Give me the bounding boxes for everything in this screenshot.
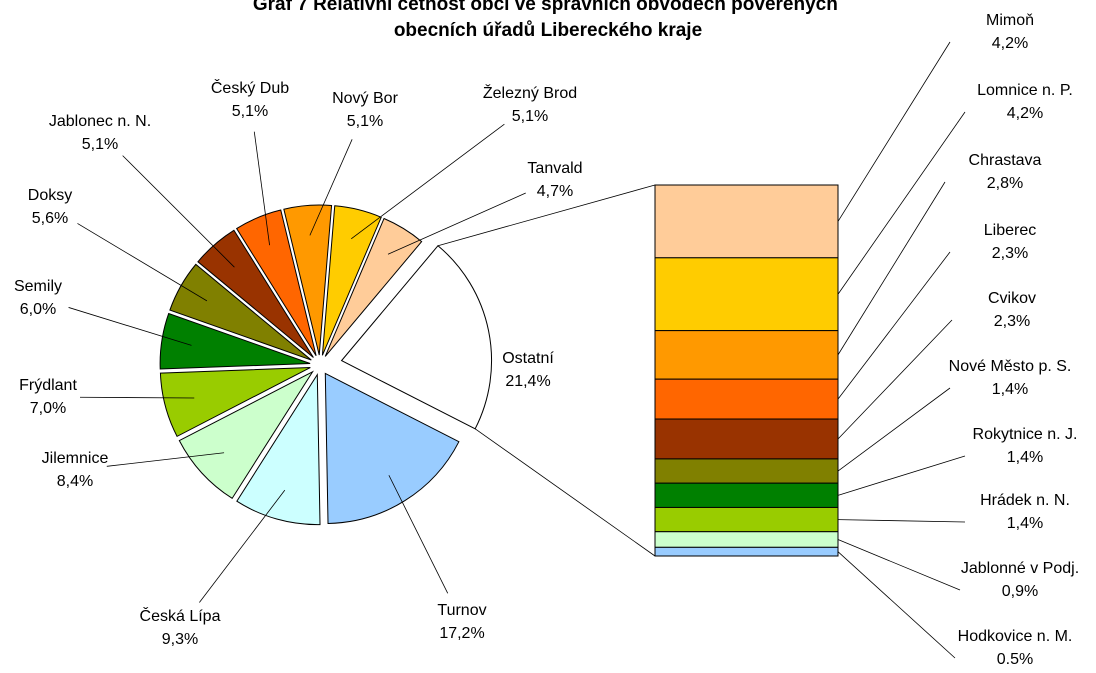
leader-line: [199, 489, 286, 603]
leader-line: [837, 519, 966, 523]
leader-line: [837, 181, 946, 356]
bar-segment: [654, 506, 839, 533]
slice-value: 9,3%: [162, 631, 198, 648]
bar-value: 0,9%: [1002, 583, 1038, 600]
slice-label: Železný Brod: [483, 83, 577, 102]
slice-value: 5,1%: [232, 103, 268, 120]
slice-value: 5,1%: [82, 136, 118, 153]
slice-label: Ostatní: [502, 350, 554, 367]
slice-value: 5,1%: [512, 108, 548, 125]
pie-slice: [283, 204, 333, 356]
pie-slice: [340, 245, 493, 430]
pie-slice: [235, 209, 317, 357]
pie-slice: [321, 205, 382, 356]
leader-line: [837, 455, 966, 496]
bar-value: 1,4%: [992, 381, 1028, 398]
pie-slice: [169, 263, 312, 361]
leader-line: [837, 387, 951, 472]
bar-segment: [654, 458, 839, 484]
leader-line: [253, 131, 270, 246]
leader-line: [388, 475, 449, 594]
title-line: Graf 7 Relativní četnost obcí ve správní…: [253, 0, 843, 15]
bar-label: Cvikov: [988, 290, 1036, 307]
bar-value: 4,2%: [992, 35, 1028, 52]
slice-value: 21,4%: [505, 373, 550, 390]
leader-line: [79, 396, 195, 399]
connector: [437, 184, 656, 247]
leader-line: [309, 139, 353, 236]
pie-slice: [324, 217, 423, 357]
slice-value: 17,2%: [439, 625, 484, 642]
bar-value: 1,4%: [1007, 515, 1043, 532]
pie-slice: [159, 312, 311, 370]
bar-label: Jablonné v Podj.: [961, 560, 1079, 577]
title-line: obecních úřadů Libereckého kraje: [394, 20, 702, 41]
bar-segment: [654, 184, 839, 259]
slice-value: 7,0%: [30, 400, 66, 417]
leader-line: [837, 551, 956, 659]
slice-label: Nový Bor: [332, 90, 398, 107]
pie-slice: [197, 229, 314, 358]
bar-segment: [654, 330, 839, 380]
bar-segment: [654, 378, 839, 420]
bar-label: Nové Město p. S.: [949, 358, 1072, 375]
leader-line: [122, 155, 235, 268]
slice-value: 8,4%: [57, 473, 93, 490]
slice-value: 5,6%: [32, 210, 68, 227]
slice-value: 5,1%: [347, 113, 383, 130]
bar-label: Lomnice n. P.: [977, 82, 1073, 99]
bar-label: Hrádek n. N.: [980, 492, 1070, 509]
bar-value: 0.5%: [997, 651, 1033, 668]
slice-label: Jablonec n. N.: [49, 113, 151, 130]
pie-slice: [236, 372, 321, 526]
slice-label: Česká Lípa: [140, 606, 221, 625]
leader-line: [837, 319, 953, 440]
bar-value: 1,4%: [1007, 449, 1043, 466]
slice-label: Doksy: [28, 187, 72, 204]
bar-label: Hodkovice n. M.: [958, 628, 1073, 645]
leader-line: [350, 123, 505, 240]
bar-segment: [654, 531, 839, 548]
bar-value: 2,3%: [994, 313, 1030, 330]
slice-value: 6,0%: [20, 301, 56, 318]
pie-slice: [324, 372, 460, 524]
leader-line: [837, 539, 961, 591]
leader-line: [68, 307, 192, 346]
connector: [474, 428, 656, 557]
bar-value: 2,3%: [992, 245, 1028, 262]
bar-label: Rokytnice n. J.: [973, 426, 1078, 443]
bar-value: 4,2%: [1007, 105, 1043, 122]
pie-slice: [159, 367, 311, 438]
slice-label: Semily: [14, 278, 62, 295]
slice-value: 4,7%: [537, 183, 573, 200]
bar-label: Mimoň: [986, 12, 1034, 29]
bar-label: Chrastava: [969, 152, 1042, 169]
leader-line: [387, 192, 526, 255]
slice-label: Český Dub: [211, 78, 289, 97]
bar-segment: [654, 546, 839, 557]
bar-segment: [654, 257, 839, 332]
slice-label: Tanvald: [527, 160, 582, 177]
slice-label: Jilemnice: [42, 450, 109, 467]
bar-label: Liberec: [984, 222, 1036, 239]
leader-line: [837, 41, 951, 222]
slice-label: Turnov: [437, 602, 486, 619]
bar-segment: [654, 418, 839, 460]
leader-line: [837, 251, 951, 400]
pie-slice: [178, 370, 315, 500]
chart-title: Graf 7 Relativní četnost obcí ve správní…: [253, 0, 843, 41]
leader-line: [837, 111, 966, 295]
slice-label: Frýdlant: [19, 377, 77, 394]
bar-segment: [654, 482, 839, 508]
bar-value: 2,8%: [987, 175, 1023, 192]
leader-line: [106, 452, 225, 467]
leader-line: [77, 223, 208, 302]
